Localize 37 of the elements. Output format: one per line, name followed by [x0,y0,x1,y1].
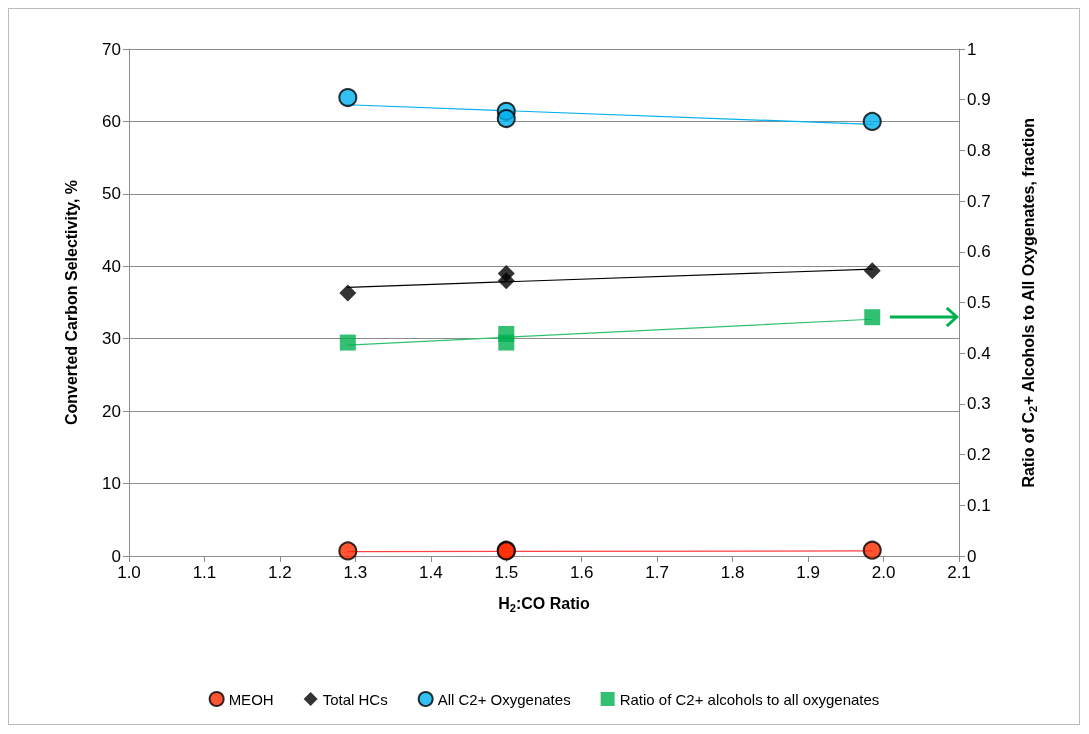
y2-axis-title: Ratio of C2+ Alcohols to All Oxygenates, fraction [1020,118,1039,488]
y2-tick-label: 0.2 [967,445,991,465]
legend-label: MEOH [228,690,274,708]
y2-tick-label: 0.8 [967,140,991,160]
x-tick-label: 1.2 [268,563,292,582]
x-tick-label: 1.4 [419,563,443,582]
y-tick-label: 10 [102,474,121,494]
y2-tick-label: 0.6 [967,242,991,262]
legend-label: All C2+ Oxygenates [437,690,571,708]
y-tick-label: 70 [102,39,121,59]
y2-tick-label: 0.7 [967,191,991,211]
y-tick-label: 60 [102,111,121,131]
y-tick-label: 50 [102,184,121,204]
x-tick-label: 2.0 [871,563,896,582]
y-tick-label: 30 [102,329,121,349]
y2-tick-label: 0 [967,546,977,566]
x-tick-label: 1.8 [720,563,745,582]
y-axis-title: Converted Carbon Selectivity, % [62,179,80,426]
y2-tick-label: 0.9 [967,90,991,110]
y-tick-label: 40 [102,256,121,276]
x-tick-label: 1.1 [192,563,217,582]
y2-tick-label: 0.4 [967,343,991,363]
x-tick-label: 1.6 [569,563,594,582]
x-tick-label: 2.1 [947,563,971,582]
legend-label: Total HCs [322,690,388,708]
x-tick-label: 1.5 [494,563,519,582]
legend-label: Ratio of C2+ alcohols to all oxygenates [619,690,880,708]
x-tick-label: 1.7 [645,563,669,582]
x-tick-label: 1.3 [343,563,368,582]
x-tick-label: 1.9 [796,563,820,582]
y2-tick-label: 0.5 [967,293,991,312]
y2-tick-label: 0.1 [967,495,991,515]
y-tick-label: 20 [102,401,121,421]
y2-tick-label: 1 [967,39,977,59]
x-tick-label: 1.0 [117,563,141,582]
y2-tick-label: 0.3 [967,394,991,414]
y-tick-label: 0 [111,546,121,566]
